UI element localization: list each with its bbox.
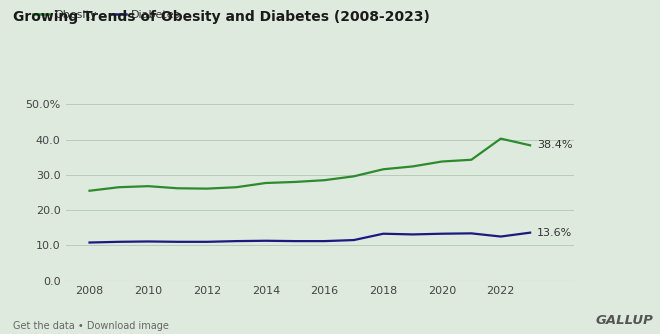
Text: 38.4%: 38.4% bbox=[537, 140, 573, 150]
Text: GALLUP: GALLUP bbox=[595, 314, 653, 327]
Text: 13.6%: 13.6% bbox=[537, 228, 572, 238]
Legend: Obesity, Diabetes: Obesity, Diabetes bbox=[28, 5, 185, 24]
Text: Growing Trends of Obesity and Diabetes (2008-2023): Growing Trends of Obesity and Diabetes (… bbox=[13, 10, 430, 24]
Text: Get the data • Download image: Get the data • Download image bbox=[13, 321, 169, 331]
